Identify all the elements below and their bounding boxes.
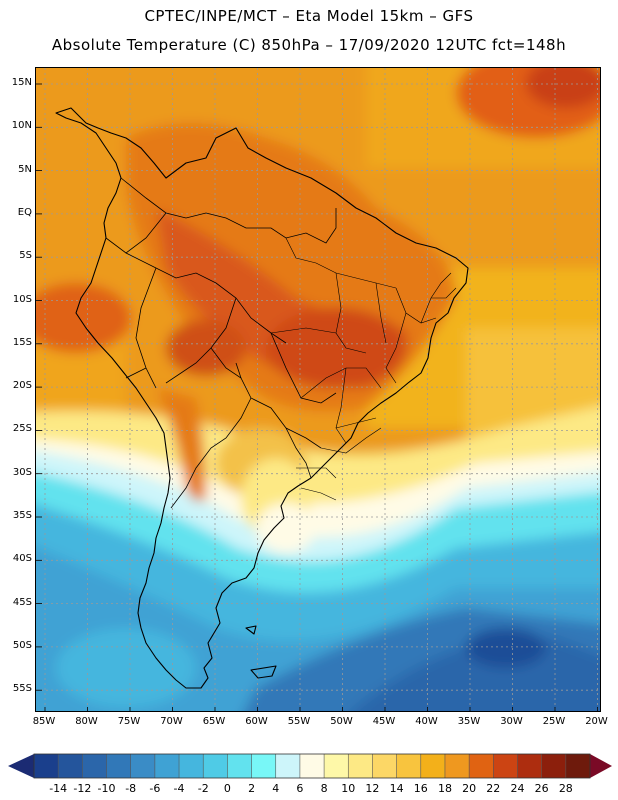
colorbar-swatch [227, 754, 252, 778]
lat-tick-label: 10S [12, 293, 32, 305]
lon-tick-label: 85W [32, 716, 56, 727]
colorbar-tick-label: 22 [486, 782, 501, 795]
colorbar-swatch [154, 754, 180, 778]
colorbar-swatch [541, 754, 567, 778]
colorbar-swatch [444, 754, 470, 778]
temperature-map [36, 68, 600, 711]
lat-tick-label: 35S [12, 510, 32, 521]
lon-tick-label: 35W [457, 716, 481, 727]
colorbar-swatch [469, 754, 494, 778]
graticule [36, 68, 600, 711]
colorbar-high-arrow [590, 754, 612, 778]
colorbar-swatch [203, 754, 228, 778]
lat-tick-label: 5N [18, 163, 32, 175]
lon-tick-label: 40W [415, 716, 438, 727]
colorbar-swatch [493, 754, 518, 778]
colorbar-tick-label: 8 [320, 782, 328, 795]
colorbar-tick-label: -8 [125, 782, 137, 795]
lat-tick-label: 45S [12, 596, 32, 608]
lat-tick-label: 10N [11, 120, 32, 132]
colorbar-swatch [130, 754, 156, 778]
colorbar-tick-label: 14 [389, 782, 404, 795]
lon-tick-label: 30W [500, 716, 523, 727]
colorbar-tick-label: 6 [296, 782, 304, 795]
colorbar-swatch [348, 754, 373, 778]
colorbar-tick-label: 10 [341, 782, 356, 795]
temperature-field [36, 68, 600, 711]
lat-tick-label: 30S [12, 466, 32, 478]
colorbar [8, 753, 612, 779]
lat-tick-label: 50S [12, 639, 32, 651]
country-borders [105, 177, 337, 509]
colorbar-tick-label: 4 [272, 782, 280, 795]
colorbar-swatch [299, 754, 325, 778]
colorbar-tick-label: -2 [197, 782, 209, 795]
lat-tick-label: 25S [12, 423, 32, 435]
colorbar-tick-label: 20 [462, 782, 477, 795]
colorbar-low-arrow [8, 754, 34, 778]
colorbar-tick-label: 0 [223, 782, 231, 795]
colorbar-swatch [34, 754, 59, 778]
colorbar-swatch [517, 754, 542, 778]
colorbar-tick-label: 18 [437, 782, 452, 795]
colorbar-tick-label: 26 [534, 782, 549, 795]
colorbar-tick-label: -6 [149, 782, 161, 795]
lon-tick-label: 50W [330, 716, 353, 727]
chart-title-line-2: Absolute Temperature (C) 850hPa – 17/09/… [51, 36, 567, 54]
colorbar-tick-label: -4 [173, 782, 185, 795]
lat-tick-label: 20S [12, 380, 32, 392]
lon-tick-label: 65W [202, 716, 226, 727]
colorbar-swatch [82, 754, 107, 778]
coastline [55, 107, 469, 689]
colorbar-swatch [372, 754, 397, 778]
state-borders [270, 237, 457, 501]
lat-tick-label: 40S [12, 553, 32, 565]
colorbar-tick-label: 16 [413, 782, 428, 795]
colorbar-tick-label: -14 [49, 782, 68, 795]
colorbar-tick-label: -10 [97, 782, 116, 795]
colorbar-border [33, 753, 591, 779]
colorbar-tick-label: 24 [510, 782, 525, 795]
lon-tick-label: 45W [372, 716, 396, 727]
lon-tick-label: 60W [245, 716, 268, 727]
lat-tick-label: 15N [11, 77, 32, 88]
lat-tick-label: 5S [19, 250, 32, 262]
lon-tick-label: 80W [75, 716, 98, 727]
colorbar-swatch [420, 754, 446, 778]
colorbar-swatch [251, 754, 277, 778]
map-panel[interactable] [35, 67, 601, 712]
lon-tick-label: 20W [585, 716, 608, 727]
lon-tick-label: 25W [542, 716, 566, 727]
colorbar-tick-label: 12 [365, 782, 380, 795]
lon-tick-label: 55W [287, 716, 311, 727]
colorbar-swatch [275, 754, 301, 778]
chart-title-line-1: CPTEC/INPE/MCT – Eta Model 15km – GFS [144, 7, 474, 25]
colorbar-swatch [324, 754, 349, 778]
lon-tick-label: 75W [117, 716, 141, 727]
colorbar-swatch [179, 754, 204, 778]
colorbar-tick-label: -12 [73, 782, 92, 795]
lat-tick-label: EQ [17, 206, 32, 218]
colorbar-swatch [396, 754, 422, 778]
colorbar-tick-label: 2 [248, 782, 256, 795]
colorbar-swatch [106, 754, 131, 778]
lat-tick-label: 15S [12, 336, 32, 348]
colorbar-swatch [58, 754, 83, 778]
lon-tick-label: 70W [160, 716, 183, 727]
colorbar-tick-label: 28 [558, 782, 573, 795]
colorbar-swatch [565, 754, 591, 778]
lat-tick-label: 55S [12, 683, 32, 695]
